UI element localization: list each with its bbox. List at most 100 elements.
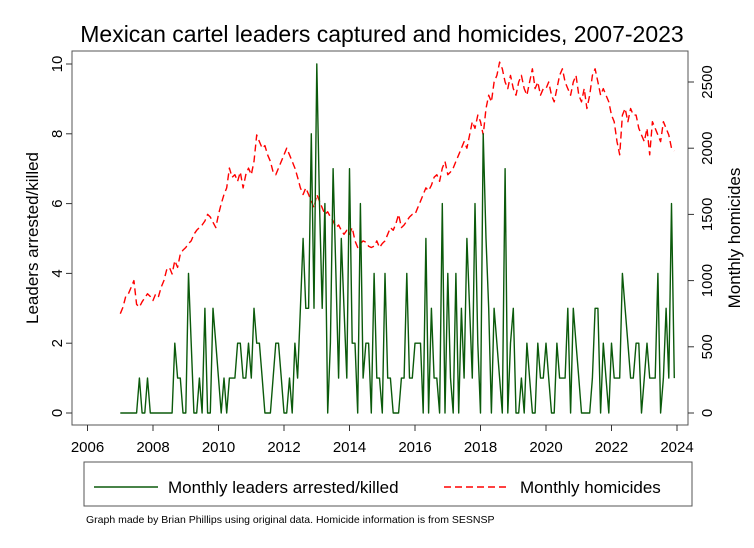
data-point bbox=[297, 377, 299, 379]
data-point bbox=[442, 203, 444, 205]
data-point bbox=[641, 412, 643, 414]
data-point bbox=[485, 108, 487, 110]
data-point bbox=[300, 187, 302, 189]
data-point bbox=[283, 154, 285, 156]
data-point bbox=[526, 342, 528, 344]
data-point bbox=[160, 286, 162, 288]
data-point bbox=[540, 377, 542, 379]
data-point bbox=[485, 238, 487, 240]
data-point bbox=[327, 412, 329, 414]
data-point bbox=[630, 377, 632, 379]
data-point bbox=[627, 342, 629, 344]
data-point bbox=[212, 222, 214, 224]
x-tick-label: 2022 bbox=[595, 439, 628, 456]
data-point bbox=[346, 377, 348, 379]
data-point bbox=[592, 377, 594, 379]
x-tick-label: 2006 bbox=[71, 439, 104, 456]
y-tick-label-right: 2500 bbox=[699, 65, 716, 98]
data-point bbox=[594, 308, 596, 310]
data-point bbox=[412, 214, 414, 216]
data-point bbox=[237, 342, 239, 344]
data-point bbox=[196, 230, 198, 232]
legend-label-leaders: Monthly leaders arrested/killed bbox=[168, 478, 399, 497]
data-point bbox=[281, 161, 283, 163]
data-point bbox=[324, 203, 326, 205]
data-point bbox=[452, 412, 454, 414]
data-point bbox=[278, 167, 280, 169]
data-point bbox=[532, 68, 534, 70]
data-point bbox=[463, 141, 465, 143]
data-point bbox=[646, 128, 648, 130]
data-point bbox=[635, 114, 637, 116]
data-point bbox=[644, 377, 646, 379]
data-point bbox=[652, 377, 654, 379]
data-point bbox=[466, 238, 468, 240]
data-point bbox=[444, 412, 446, 414]
data-point bbox=[245, 377, 247, 379]
data-point bbox=[180, 377, 182, 379]
data-point bbox=[428, 412, 430, 414]
y-tick-label-right: 500 bbox=[699, 334, 716, 359]
data-point bbox=[597, 308, 599, 310]
data-point bbox=[270, 412, 272, 414]
data-point bbox=[553, 101, 555, 103]
data-point bbox=[147, 377, 149, 379]
data-point bbox=[136, 412, 138, 414]
data-point bbox=[488, 94, 490, 96]
data-point bbox=[641, 134, 643, 136]
data-point bbox=[581, 412, 583, 414]
data-point bbox=[420, 342, 422, 344]
data-point bbox=[616, 377, 618, 379]
data-point bbox=[180, 253, 182, 255]
data-point bbox=[433, 177, 435, 179]
data-point bbox=[261, 377, 263, 379]
data-point bbox=[654, 377, 656, 379]
data-point bbox=[120, 412, 122, 414]
data-point bbox=[562, 68, 564, 70]
data-point bbox=[548, 377, 550, 379]
data-point bbox=[518, 81, 520, 83]
data-point bbox=[545, 88, 547, 90]
data-point bbox=[125, 296, 127, 298]
data-point bbox=[259, 141, 261, 143]
data-point bbox=[133, 412, 135, 414]
data-point bbox=[130, 412, 132, 414]
series-line bbox=[120, 63, 675, 414]
data-point bbox=[674, 150, 676, 152]
data-point bbox=[548, 81, 550, 83]
data-point bbox=[532, 412, 534, 414]
data-point bbox=[242, 377, 244, 379]
data-point bbox=[480, 412, 482, 414]
data-point bbox=[223, 377, 225, 379]
data-point bbox=[316, 194, 318, 196]
data-point bbox=[436, 174, 438, 176]
data-point bbox=[578, 94, 580, 96]
data-point bbox=[185, 412, 187, 414]
data-point bbox=[403, 224, 405, 226]
data-point bbox=[286, 412, 288, 414]
data-point bbox=[264, 412, 266, 414]
data-point bbox=[630, 108, 632, 110]
data-point bbox=[515, 412, 517, 414]
data-point bbox=[502, 68, 504, 70]
data-point bbox=[665, 128, 667, 130]
data-point bbox=[253, 308, 255, 310]
data-point bbox=[382, 412, 384, 414]
data-point bbox=[592, 75, 594, 77]
data-point bbox=[455, 161, 457, 163]
data-point bbox=[346, 230, 348, 232]
data-point bbox=[425, 187, 427, 189]
data-point bbox=[384, 273, 386, 275]
data-point bbox=[229, 377, 231, 379]
data-point bbox=[330, 342, 332, 344]
data-point bbox=[169, 412, 171, 414]
data-point bbox=[141, 412, 143, 414]
data-point bbox=[152, 300, 154, 302]
data-point bbox=[665, 308, 667, 310]
data-point bbox=[573, 81, 575, 83]
data-point bbox=[264, 145, 266, 147]
data-point bbox=[395, 223, 397, 225]
data-point bbox=[128, 293, 130, 295]
data-point bbox=[174, 260, 176, 262]
data-point bbox=[201, 412, 203, 414]
